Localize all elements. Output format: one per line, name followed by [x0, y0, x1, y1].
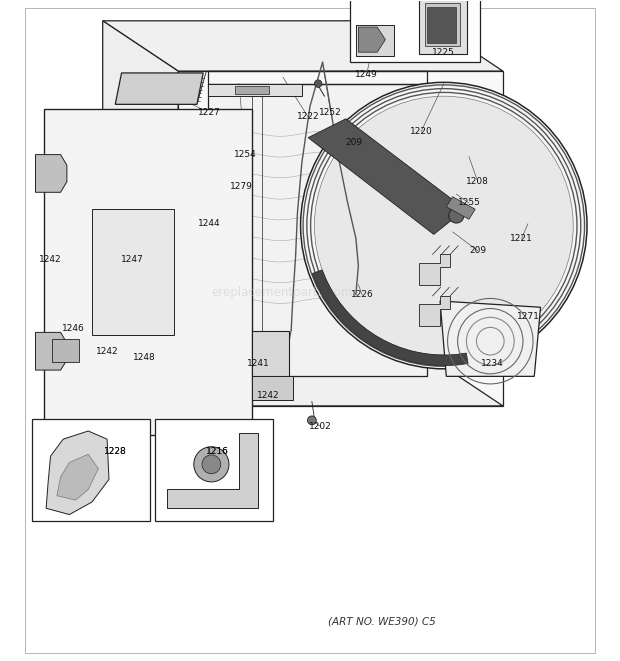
Text: 1222: 1222 [297, 112, 319, 122]
Polygon shape [358, 27, 386, 52]
Polygon shape [252, 376, 293, 400]
Text: 1227: 1227 [198, 108, 221, 117]
Bar [427, 7, 456, 44]
Bar [350, 0, 480, 62]
Circle shape [194, 447, 229, 482]
Text: 1226: 1226 [351, 290, 373, 299]
Polygon shape [44, 109, 252, 436]
Text: 1242: 1242 [95, 347, 118, 356]
Circle shape [301, 83, 587, 369]
Text: 1228: 1228 [104, 447, 126, 456]
Polygon shape [35, 155, 67, 192]
Text: 1247: 1247 [121, 255, 144, 264]
Polygon shape [208, 84, 427, 376]
Text: 1244: 1244 [198, 219, 221, 228]
Polygon shape [418, 0, 467, 54]
Circle shape [308, 416, 316, 425]
Polygon shape [440, 301, 541, 376]
Text: 1225: 1225 [432, 48, 455, 57]
Polygon shape [356, 24, 394, 56]
Polygon shape [103, 356, 503, 406]
Circle shape [314, 80, 322, 87]
Text: 1208: 1208 [466, 177, 489, 186]
Text: 1242: 1242 [39, 255, 62, 264]
Text: 1279: 1279 [229, 182, 252, 190]
Bar [234, 86, 269, 94]
Polygon shape [418, 254, 450, 285]
Polygon shape [208, 84, 302, 97]
Polygon shape [446, 197, 475, 219]
Text: 1242: 1242 [257, 391, 279, 400]
Text: ereplacementparts.com: ereplacementparts.com [211, 286, 352, 299]
Text: 1249: 1249 [355, 70, 378, 79]
Text: 1271: 1271 [516, 311, 539, 321]
Polygon shape [103, 20, 503, 71]
Text: (ART NO. WE390) C5: (ART NO. WE390) C5 [329, 616, 436, 627]
Text: 1216: 1216 [206, 447, 229, 456]
Text: 1220: 1220 [410, 127, 433, 136]
Polygon shape [308, 119, 465, 235]
Text: 1252: 1252 [319, 108, 342, 117]
Text: 1246: 1246 [62, 324, 84, 333]
Polygon shape [53, 338, 79, 362]
Circle shape [449, 208, 464, 223]
Text: 209: 209 [469, 246, 486, 255]
Polygon shape [35, 332, 67, 370]
Text: 1202: 1202 [309, 422, 332, 431]
Polygon shape [57, 454, 99, 500]
Text: 1255: 1255 [458, 198, 480, 208]
Polygon shape [167, 433, 258, 508]
Text: 1228: 1228 [104, 447, 126, 456]
Polygon shape [312, 270, 468, 366]
Text: 1248: 1248 [133, 353, 156, 362]
Text: 1216: 1216 [206, 447, 229, 456]
Polygon shape [178, 71, 503, 406]
Text: 1241: 1241 [247, 360, 269, 368]
Polygon shape [115, 73, 203, 104]
Polygon shape [418, 296, 450, 326]
Polygon shape [103, 20, 178, 406]
Polygon shape [92, 210, 174, 335]
Text: 1234: 1234 [480, 360, 503, 368]
Circle shape [202, 455, 221, 474]
Text: 1254: 1254 [234, 150, 257, 159]
Bar [32, 419, 150, 521]
Circle shape [314, 97, 574, 355]
Text: 1221: 1221 [510, 233, 533, 243]
Bar [155, 419, 273, 521]
Text: 209: 209 [345, 137, 363, 147]
Bar [425, 3, 459, 46]
Polygon shape [252, 330, 290, 376]
Polygon shape [46, 431, 109, 514]
